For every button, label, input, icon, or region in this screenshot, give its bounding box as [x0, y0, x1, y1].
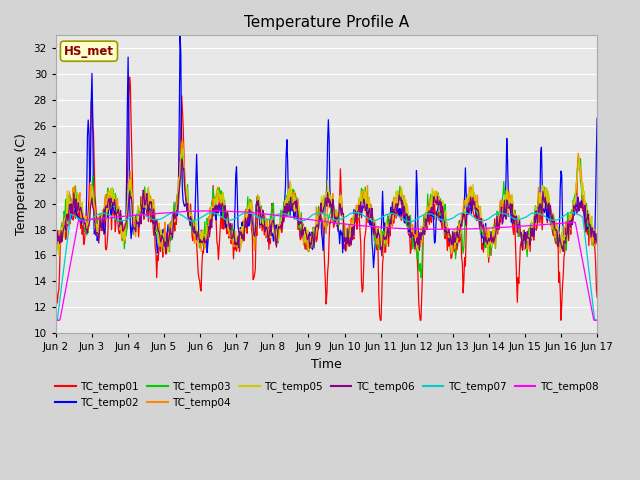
X-axis label: Time: Time	[311, 358, 342, 371]
Text: HS_met: HS_met	[64, 45, 114, 58]
Y-axis label: Temperature (C): Temperature (C)	[15, 133, 28, 235]
Legend: TC_temp01, TC_temp02, TC_temp03, TC_temp04, TC_temp05, TC_temp06, TC_temp07, TC_: TC_temp01, TC_temp02, TC_temp03, TC_temp…	[51, 377, 602, 412]
Title: Temperature Profile A: Temperature Profile A	[244, 15, 409, 30]
